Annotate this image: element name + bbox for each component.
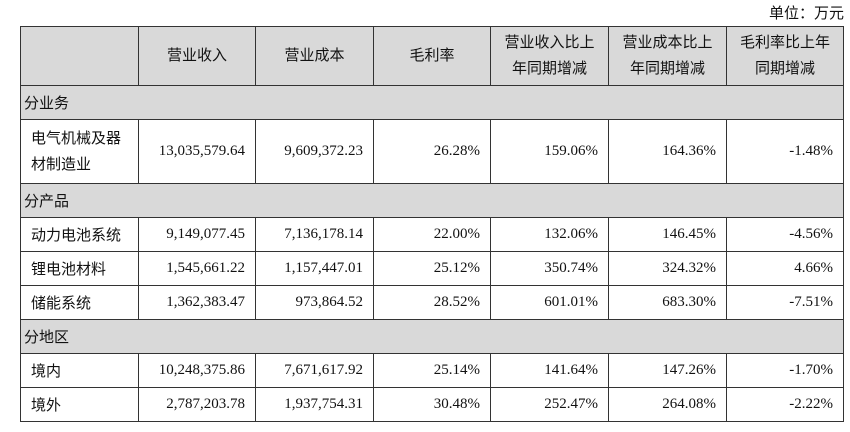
cell-value: 10,248,375.86 <box>138 353 256 388</box>
cell-value: 146.45% <box>608 217 727 252</box>
cell-value: 9,609,372.23 <box>255 119 374 184</box>
row-name: 锂电池材料 <box>20 251 139 286</box>
unit-label: 单位：万元 <box>768 6 844 22</box>
cell-value: 1,362,383.47 <box>138 285 256 320</box>
column-header: 营业成本 <box>255 26 374 86</box>
table-row: 电气机械及器材制造业 13,035,579.64 9,609,372.23 26.28… <box>20 119 844 184</box>
cell-value: -2.22% <box>726 387 844 422</box>
cell-value: 9,149,077.45 <box>138 217 256 252</box>
cell-value: -4.56% <box>726 217 844 252</box>
row-name: 境外 <box>20 387 139 422</box>
cell-value: 973,864.52 <box>255 285 374 320</box>
cell-value: 25.14% <box>373 353 491 388</box>
row-name: 境内 <box>20 353 139 388</box>
cell-value: 2,787,203.78 <box>138 387 256 422</box>
section-title: 分业务 <box>20 85 844 120</box>
section-row: 分产品 <box>20 183 844 218</box>
table-row: 境外 2,787,203.78 1,937,754.31 30.48% 252.47% 2… <box>20 387 844 422</box>
section-row: 分地区 <box>20 319 844 354</box>
section-title: 分地区 <box>20 319 844 354</box>
header-row: 营业收入 营业成本 毛利率 营业收入比上年同期增减 营业成本比上年同期增减 毛利率比上年同… <box>20 26 844 86</box>
row-name: 动力电池系统 <box>20 217 139 252</box>
cell-value: 141.64% <box>490 353 609 388</box>
table-row: 储能系统 1,362,383.47 973,864.52 28.52% 601.01% 6… <box>20 285 844 320</box>
cell-value: 1,937,754.31 <box>255 387 374 422</box>
row-name: 电气机械及器材制造业 <box>20 119 139 184</box>
cell-value: 13,035,579.64 <box>138 119 256 184</box>
cell-value: 324.32% <box>608 251 727 286</box>
cell-value: -1.70% <box>726 353 844 388</box>
cell-value: 7,136,178.14 <box>255 217 374 252</box>
table-row: 境内 10,248,375.86 7,671,617.92 25.14% 141.64%… <box>20 353 844 388</box>
cell-value: 1,157,447.01 <box>255 251 374 286</box>
cell-value: 25.12% <box>373 251 491 286</box>
column-header: 毛利率 <box>373 26 491 86</box>
column-header: 营业收入比上年同期增减 <box>490 26 609 86</box>
table-row: 动力电池系统 9,149,077.45 7,136,178.14 22.00% 132.… <box>20 217 844 252</box>
cell-value: -7.51% <box>726 285 844 320</box>
cell-value: 30.48% <box>373 387 491 422</box>
cell-value: 264.08% <box>608 387 727 422</box>
cell-value: 28.52% <box>373 285 491 320</box>
cell-value: 147.26% <box>608 353 727 388</box>
cell-value: 132.06% <box>490 217 609 252</box>
cell-value: 164.36% <box>608 119 727 184</box>
financial-table: 营业收入 营业成本 毛利率 营业收入比上年同期增减 营业成本比上年同期增减 毛利率比上年同… <box>20 26 844 422</box>
section-row: 分业务 <box>20 85 844 120</box>
cell-value: 252.47% <box>490 387 609 422</box>
column-header: 营业成本比上年同期增减 <box>608 26 727 86</box>
row-name: 储能系统 <box>20 285 139 320</box>
cell-value: 159.06% <box>490 119 609 184</box>
cell-value: 1,545,661.22 <box>138 251 256 286</box>
cell-value: 683.30% <box>608 285 727 320</box>
section-title: 分产品 <box>20 183 844 218</box>
column-header <box>20 26 139 86</box>
cell-value: 4.66% <box>726 251 844 286</box>
cell-value: 601.01% <box>490 285 609 320</box>
table-row: 锂电池材料 1,545,661.22 1,157,447.01 25.12% 350.7… <box>20 251 844 286</box>
cell-value: -1.48% <box>726 119 844 184</box>
cell-value: 22.00% <box>373 217 491 252</box>
column-header: 营业收入 <box>138 26 256 86</box>
cell-value: 26.28% <box>373 119 491 184</box>
cell-value: 350.74% <box>490 251 609 286</box>
cell-value: 7,671,617.92 <box>255 353 374 388</box>
column-header: 毛利率比上年同期增减 <box>726 26 844 86</box>
